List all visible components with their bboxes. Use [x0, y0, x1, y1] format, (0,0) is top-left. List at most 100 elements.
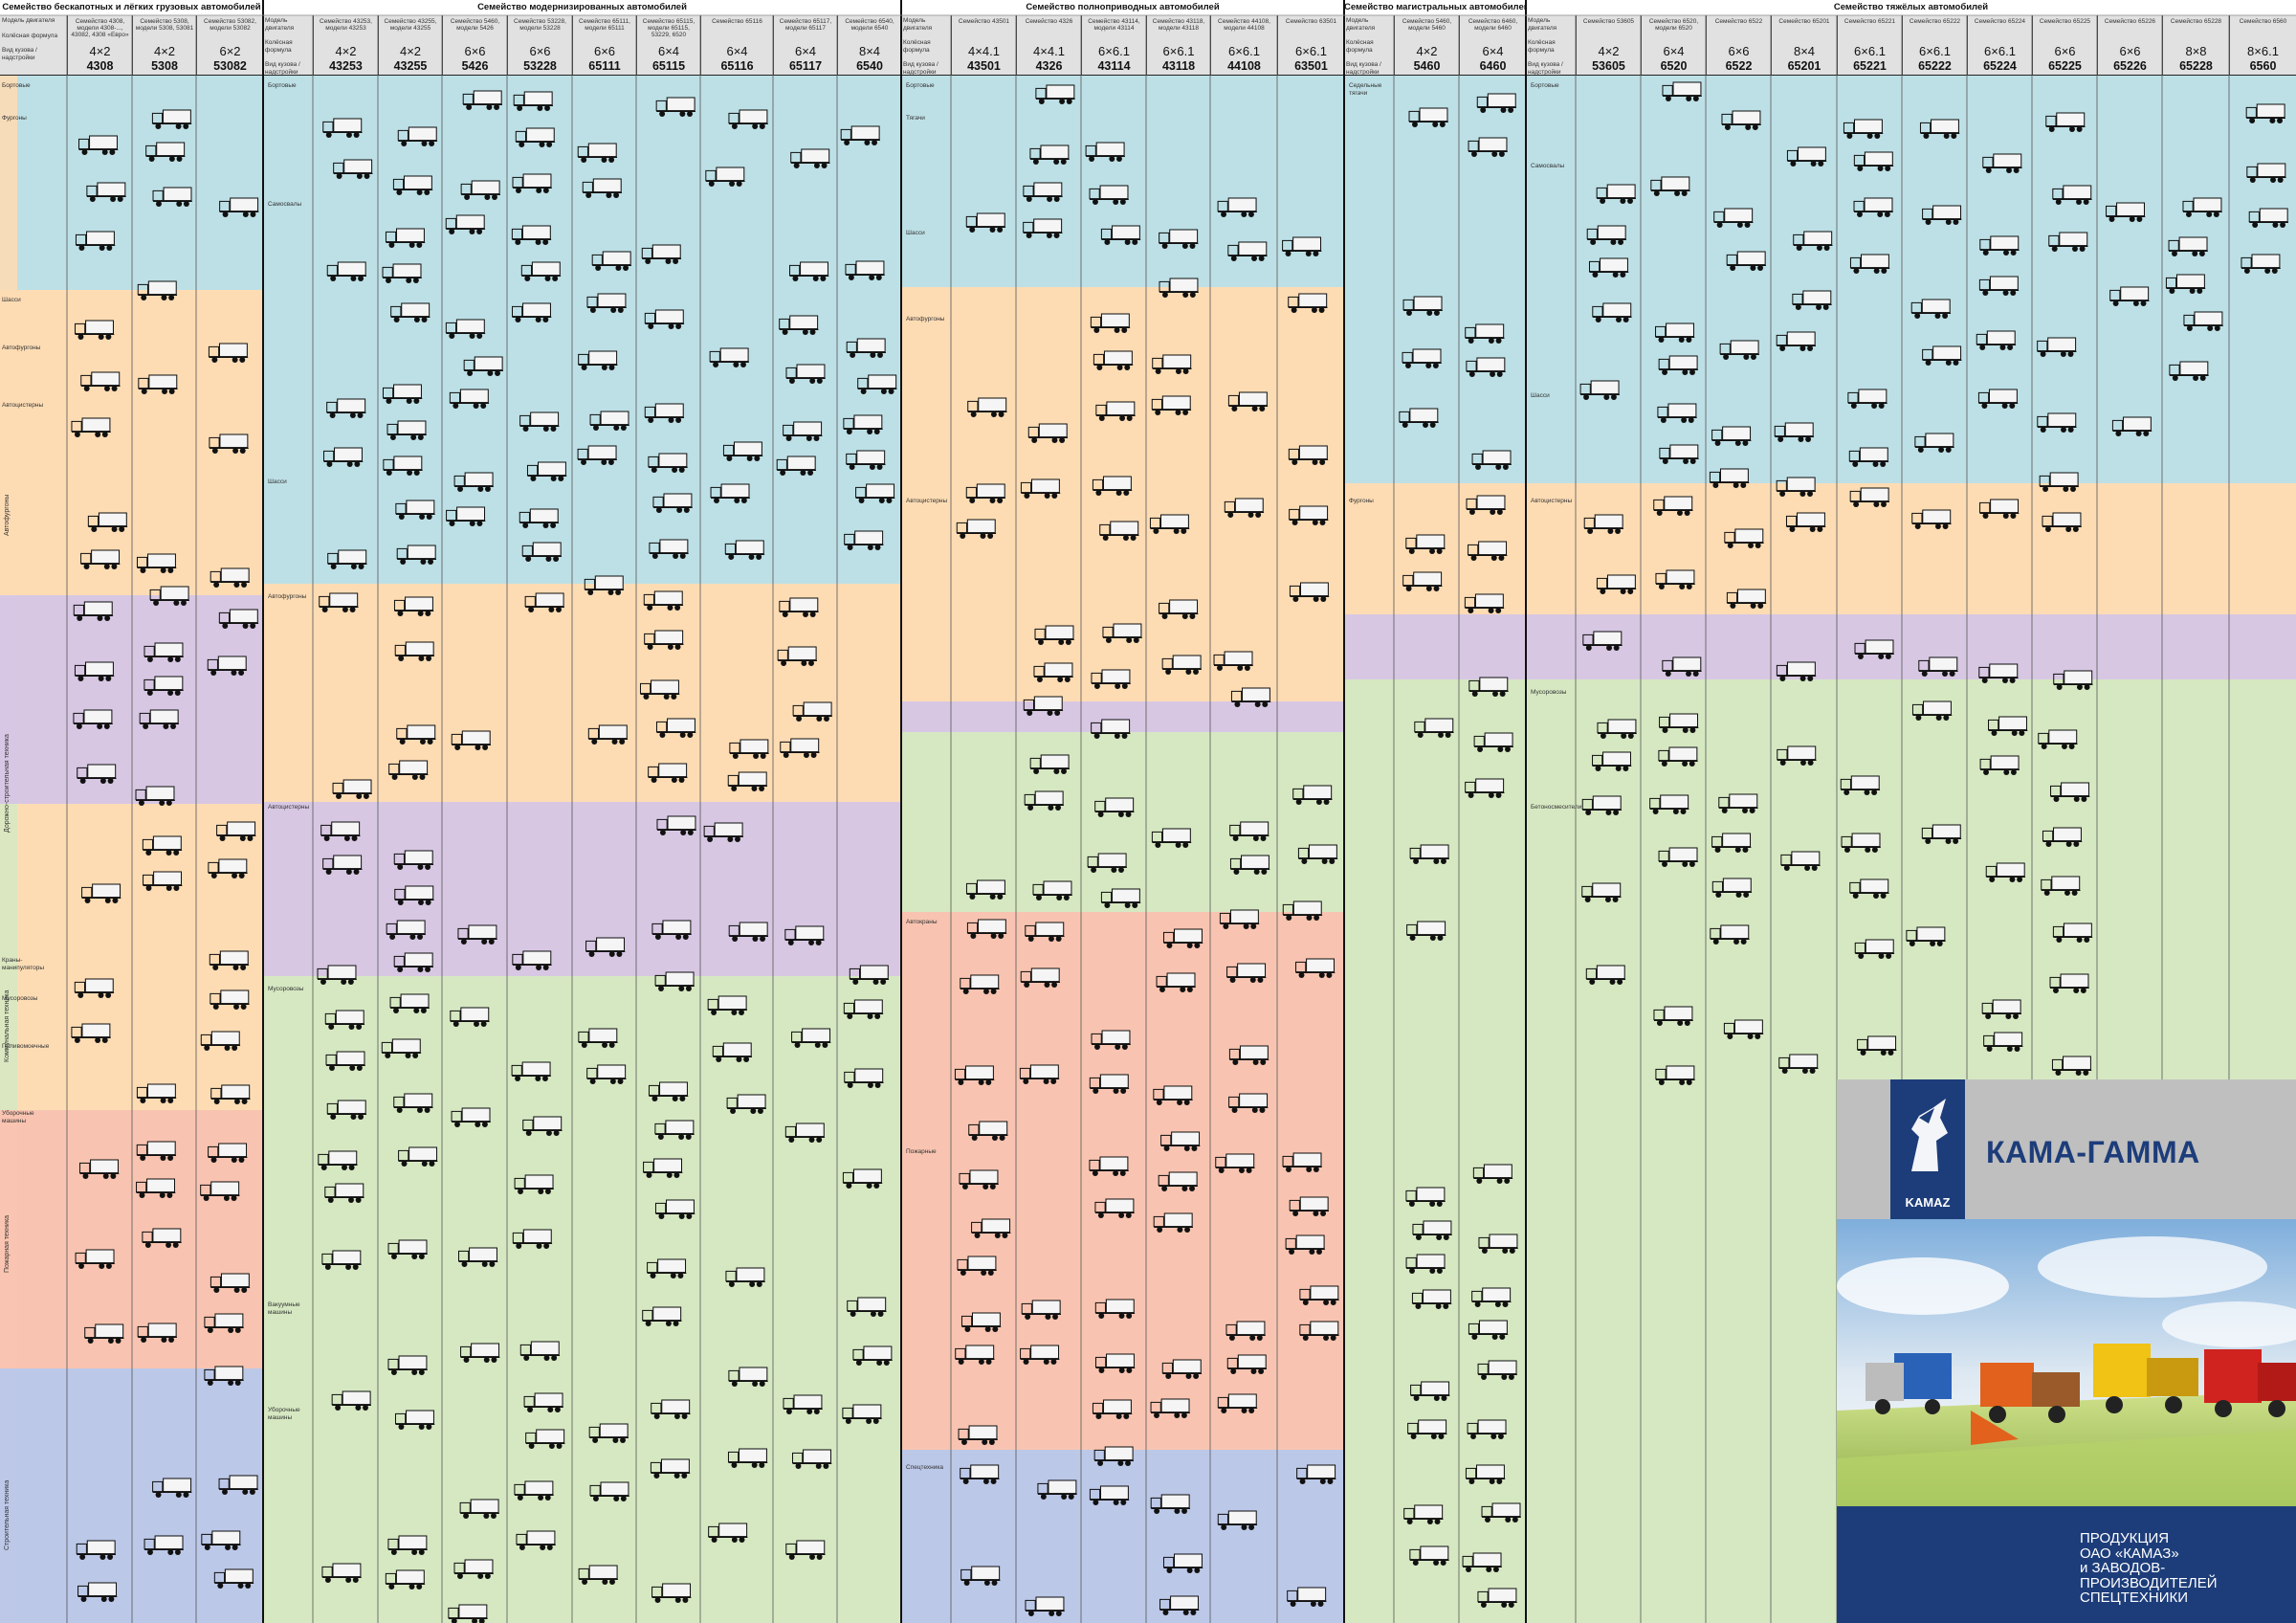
model-code: 4308 [86, 59, 114, 73]
truck-icon [1091, 669, 1131, 689]
truck-icon [958, 1425, 998, 1445]
truck-icon [1840, 775, 1881, 795]
truck-icon [1774, 422, 1815, 442]
truck-icon [852, 1345, 893, 1366]
truck-icon [327, 549, 367, 569]
truck-icon [1726, 251, 1766, 271]
band [1526, 75, 2296, 483]
group-strip [0, 804, 17, 1110]
truck-icon [393, 850, 434, 870]
truck-icon [790, 148, 830, 168]
truck-icon [511, 302, 552, 322]
row-label: Шасси [1531, 392, 1550, 399]
truck-icon [201, 1530, 241, 1550]
truck-icon [1295, 958, 1336, 978]
column-models: Семейство 6540, модели 6540 [845, 18, 894, 32]
column-models: Семейство 5460, модели 5460 [1402, 18, 1452, 32]
truck-icon [651, 920, 692, 940]
truck-icon [1282, 1152, 1322, 1172]
truck-icon [643, 590, 684, 611]
column-models: Семейство 43118, модели 43118 [1152, 18, 1205, 32]
truck-icon [589, 1481, 629, 1501]
truck-icon [1093, 350, 1134, 370]
truck-icon [1709, 468, 1750, 488]
row-label: Автофургоны [2, 345, 41, 351]
wheel-formula: 6×6 [1728, 44, 1750, 58]
truck-icon [1477, 1588, 1517, 1608]
column-models: Семейство 53082, модели 53082 [204, 18, 256, 32]
truck-icon [382, 263, 422, 283]
row-label: Бортовые [1531, 82, 1559, 89]
row-label: Автофургоны [268, 593, 307, 600]
truck-icon [779, 315, 819, 335]
column-models: Семейство 65116 [712, 18, 762, 25]
truck-icon [75, 231, 116, 251]
truck-icon [650, 1458, 691, 1478]
truck-icon [1085, 142, 1125, 162]
truck-icon [458, 1247, 498, 1267]
truck-icon [1657, 403, 1697, 423]
truck-icon [1653, 1006, 1693, 1026]
truck-icon [842, 1404, 882, 1424]
wheel-formula: 8×8 [2185, 44, 2207, 58]
truck-icon [451, 730, 492, 750]
truck-icon [578, 350, 618, 370]
truck-icon [519, 1341, 561, 1361]
truck-icon [727, 771, 768, 791]
model-code: 6540 [856, 59, 883, 73]
truck-icon [75, 1249, 115, 1269]
truck-icon [1581, 882, 1622, 902]
row-label: Автоцистерны [268, 804, 310, 811]
truck-icon [145, 142, 186, 162]
wheel-formula: 6×6.1 [1098, 44, 1130, 58]
truck-icon [792, 1449, 832, 1469]
truck-icon [644, 403, 685, 423]
truck-icon [2052, 923, 2093, 943]
truck-icon [1091, 1030, 1131, 1050]
row-label-header: Модель двигателя Колёсная формула Вид кузо… [0, 15, 67, 75]
truck-icon [1159, 278, 1199, 298]
model-code: 53228 [523, 59, 557, 73]
band [263, 802, 901, 976]
truck-icon [2182, 197, 2222, 217]
column-models: Семейство 65222 [1909, 18, 1961, 25]
truck-icon [968, 1121, 1008, 1141]
wheel-formula: 8×4 [858, 44, 881, 58]
header-label: Вид кузова / надстройки [2, 47, 37, 61]
column-models: Семейство 65115, модели 65115, 53229, 65… [642, 18, 695, 38]
truck-icon [1655, 322, 1695, 343]
truck-icon [1592, 302, 1632, 322]
column-models: Семейство 43253, модели 43253 [320, 18, 372, 32]
truck-icon [644, 309, 685, 329]
header-label: Вид кузова / надстройки [903, 61, 938, 75]
truck-icon [703, 822, 743, 842]
truck-icon [846, 338, 886, 358]
truck-icon [1910, 299, 1952, 319]
column-header: Семейство 43255, модели 43255 4×2 43255 [378, 15, 442, 75]
truck-icon [218, 609, 259, 629]
band [1526, 614, 2296, 679]
truck-icon [136, 1178, 176, 1198]
truck-icon [966, 919, 1007, 939]
truck-icon [519, 411, 560, 432]
truck-icon [1780, 851, 1821, 871]
truck-icon [2042, 827, 2083, 847]
truck-icon [390, 302, 430, 322]
truck-icon [855, 483, 895, 503]
column-header: Семейство 65115, модели 65115, 53229, 65… [636, 15, 700, 75]
wheel-formula: 6×6.1 [1984, 44, 2016, 58]
truck-icon [1158, 1171, 1198, 1191]
truck-icon [1481, 1502, 1521, 1523]
truck-yellow [2093, 1344, 2198, 1413]
kamaz-logo: KAMAZ [1890, 1079, 1965, 1219]
truck-icon [1035, 84, 1075, 104]
header-label: Модель двигателя [1528, 17, 1557, 32]
truck-icon [1215, 1153, 1255, 1173]
truck-icon [1094, 1198, 1135, 1218]
column-models: Семейство 65221 [1843, 18, 1896, 25]
truck-icon [1227, 241, 1268, 261]
truck-icon [457, 924, 497, 945]
truck-icon [1159, 1595, 1200, 1615]
truck-icon [1288, 293, 1328, 313]
truck-icon [1406, 921, 1446, 941]
